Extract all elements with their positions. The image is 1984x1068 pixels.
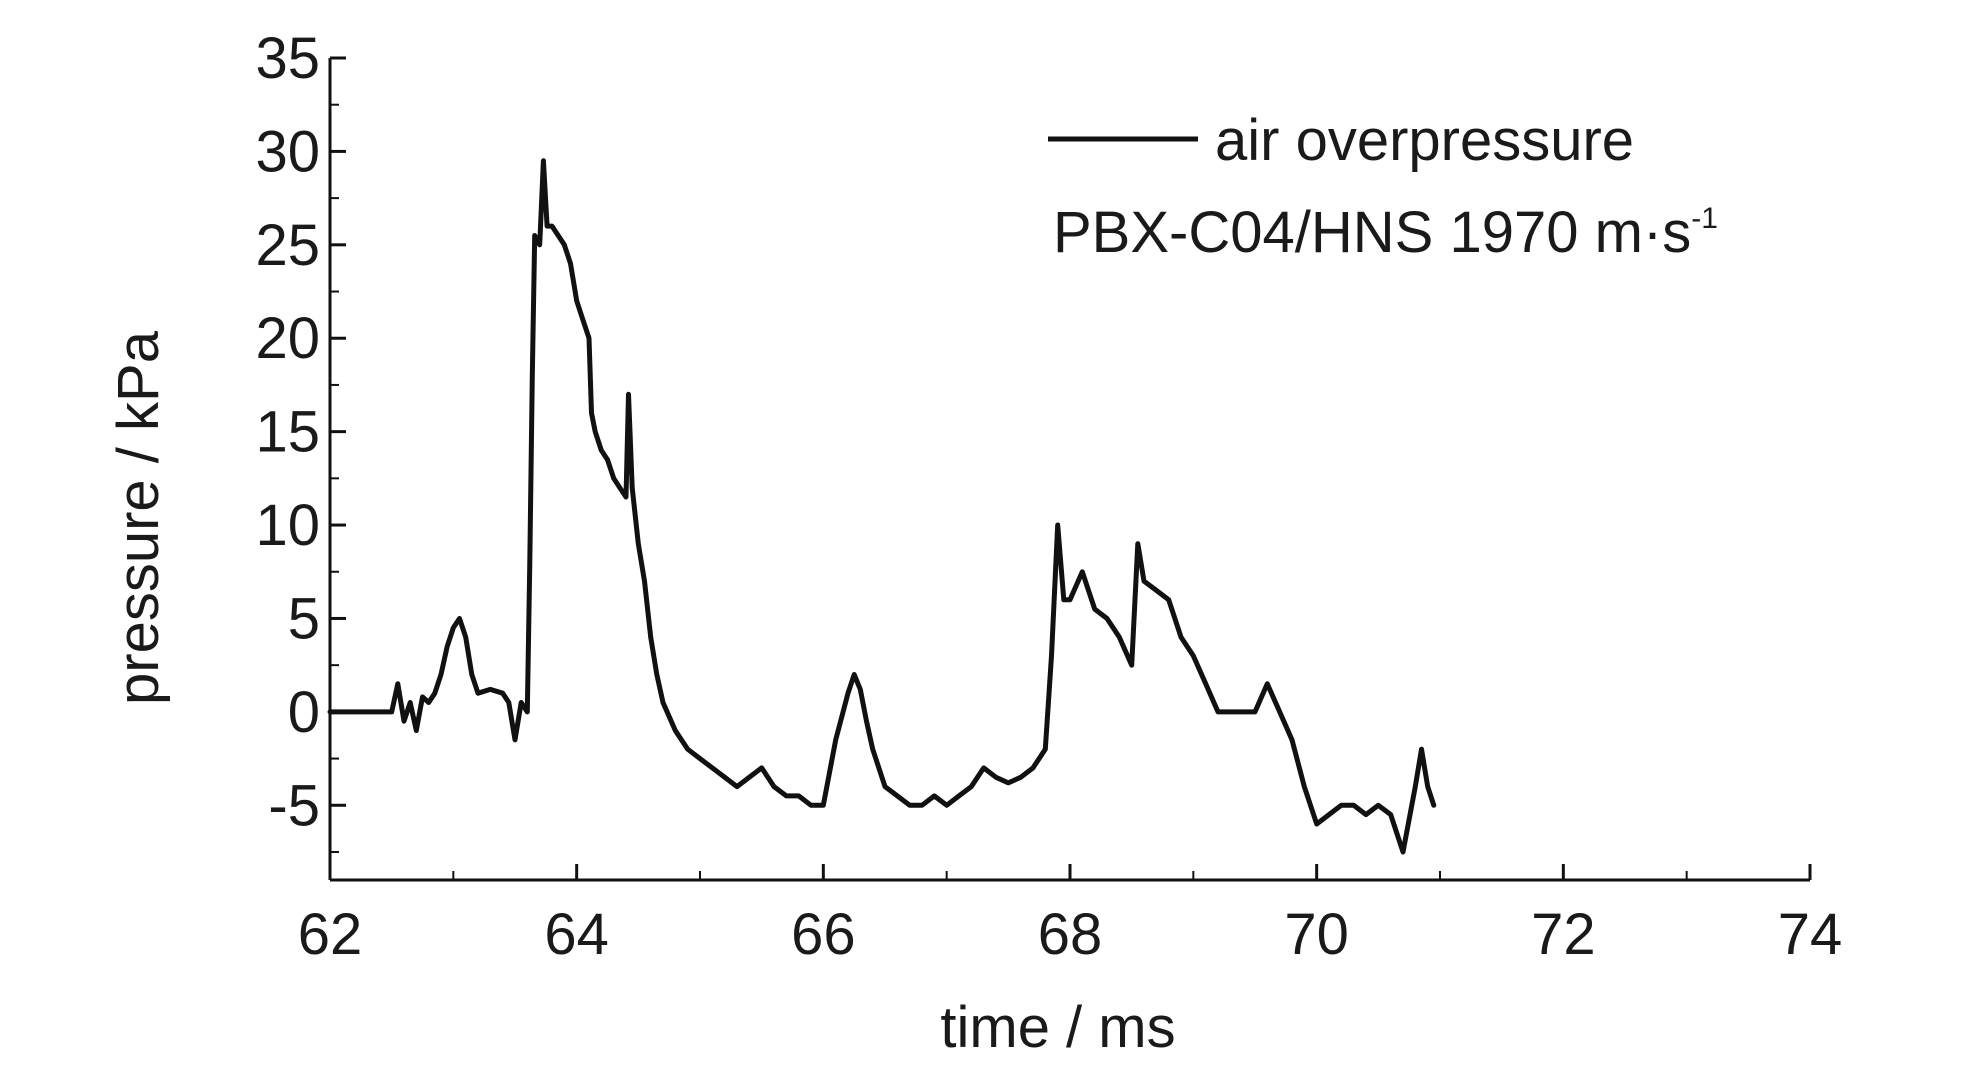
- ticks: 35 30 25 20 15 10 5 0 -5 62 64 66 68 70 72 74: [255, 26, 1842, 967]
- y-tick-label: 10: [255, 493, 320, 558]
- y-axis-title: pressure / kPa: [106, 330, 171, 705]
- y-tick-label: 5: [288, 586, 320, 651]
- x-tick-label: 70: [1284, 902, 1349, 967]
- legend-note-superscript: -1: [1691, 202, 1718, 235]
- y-tick-label: 15: [255, 400, 320, 465]
- legend-entry-label: air overpressure: [1215, 108, 1634, 173]
- y-tick-label: 35: [255, 26, 320, 91]
- x-tick-label: 64: [544, 902, 609, 967]
- legend: air overpressure PBX-C04/HNS 1970 m·s-1: [1048, 108, 1718, 265]
- x-tick-label: 66: [791, 902, 856, 967]
- legend-note: PBX-C04/HNS 1970 m·s-1: [1053, 200, 1718, 265]
- y-tick-label: 30: [255, 119, 320, 184]
- axes: [328, 58, 1810, 882]
- legend-note-text: PBX-C04/HNS 1970 m·s: [1053, 200, 1691, 265]
- series-line-air-overpressure: [327, 158, 1437, 855]
- x-tick-label: 74: [1778, 902, 1843, 967]
- x-axis-title: time / ms: [940, 995, 1175, 1060]
- x-tick-label: 68: [1038, 902, 1103, 967]
- x-tick-label: 72: [1531, 902, 1596, 967]
- x-tick-label: 62: [298, 902, 363, 967]
- series-layer: [327, 158, 1437, 855]
- y-tick-label: 20: [255, 306, 320, 371]
- y-tick-label: 25: [255, 213, 320, 278]
- y-tick-label: 0: [288, 680, 320, 745]
- y-tick-label: -5: [268, 773, 320, 838]
